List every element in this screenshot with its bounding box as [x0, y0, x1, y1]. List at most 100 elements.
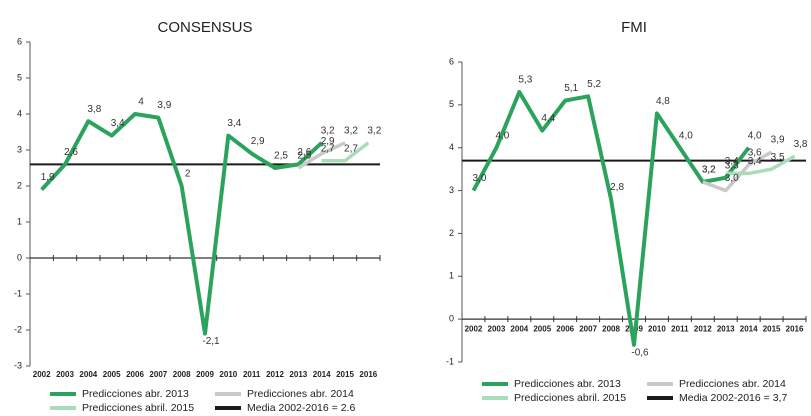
x-tick-label: 2008: [602, 324, 620, 333]
value-label: 2: [185, 169, 191, 180]
x-tick-label: 2015: [763, 324, 781, 333]
x-tick-label: 2006: [126, 370, 144, 379]
x-tick-label: 2009: [196, 370, 214, 379]
y-tick-label: 0: [449, 314, 454, 324]
value-label: 3,5: [771, 152, 785, 163]
value-label: 3,0: [725, 173, 739, 184]
value-label: 1,9: [41, 172, 55, 183]
x-tick-label: 2010: [648, 324, 666, 333]
x-tick-label: 2011: [243, 370, 261, 379]
y-tick-label: -3: [14, 360, 22, 370]
y-tick-label: 1: [449, 271, 454, 281]
value-label: 4,8: [656, 96, 670, 107]
y-tick-label: 2: [17, 180, 22, 190]
value-label: 2,8: [610, 182, 624, 193]
x-tick-label: 2011: [671, 324, 689, 333]
series-line: [702, 150, 773, 193]
value-label: 3,2: [702, 165, 716, 176]
x-tick-label: 2012: [266, 370, 284, 379]
legend-label: Media 2002-2016 = 2.6: [247, 402, 355, 411]
y-tick-label: 3: [17, 144, 22, 154]
y-tick-label: 6: [17, 36, 22, 46]
x-tick-label: 2015: [336, 370, 354, 379]
legend-label: Predicciones abr. 2014: [679, 378, 786, 390]
value-label: 3,2: [321, 125, 335, 136]
value-label: 2,5: [274, 151, 288, 162]
value-label: 2,6: [64, 147, 78, 158]
value-label: 3,4: [748, 156, 762, 167]
x-tick-label: 2002: [465, 324, 483, 333]
x-tick-label: 2004: [79, 370, 97, 379]
value-label: 2,5: [297, 151, 311, 162]
y-tick-label: 4: [17, 108, 22, 118]
series-line: [471, 90, 751, 347]
y-tick-label: 6: [449, 56, 454, 66]
value-label: 4: [138, 97, 144, 108]
y-tick-label: 0: [17, 252, 22, 262]
y-tick-label: -1: [14, 288, 22, 298]
y-tick-label: 5: [449, 99, 454, 109]
legend-label: Predicciones abr. 2013: [82, 388, 189, 400]
value-label: -0,6: [631, 347, 649, 358]
value-label: 4,0: [748, 130, 762, 141]
y-tick-label: -2: [14, 324, 22, 334]
legend-label: Predicciones abr. 2013: [514, 378, 621, 390]
x-tick-label: 2002: [33, 370, 51, 379]
y-tick-label: 4: [449, 142, 454, 152]
legend-label: Media 2002-2016 = 3,7: [679, 392, 787, 404]
value-label: 3,4: [725, 156, 739, 167]
value-label: 3,6: [748, 147, 762, 158]
value-label: 3,0: [473, 173, 487, 184]
series-line: [297, 141, 346, 170]
value-label: 5,2: [587, 79, 601, 90]
y-tick-label: 2: [449, 228, 454, 238]
x-tick-label: 2016: [786, 324, 804, 333]
x-tick-label: 2008: [173, 370, 191, 379]
y-tick-label: 5: [17, 72, 22, 82]
x-tick-label: 2014: [740, 324, 758, 333]
chart-title: FMI: [621, 19, 647, 36]
x-tick-label: 2006: [556, 324, 574, 333]
x-tick-label: 2010: [219, 370, 237, 379]
y-tick-label: -1: [446, 356, 454, 366]
value-label: 5,1: [564, 83, 578, 94]
value-label: 3,8: [794, 139, 808, 150]
value-label: 2,6: [297, 147, 311, 158]
value-label: 3,9: [157, 100, 171, 111]
value-label: 3,4: [111, 118, 125, 129]
value-label: 2,7: [321, 143, 335, 154]
y-tick-label: 3: [449, 185, 454, 195]
legend-label: Predicciones abril. 2015: [82, 402, 194, 411]
value-label: 3,9: [771, 135, 785, 146]
series-line: [725, 154, 796, 176]
value-label: 2,9: [251, 136, 265, 147]
x-tick-label: 2013: [289, 370, 307, 379]
value-label: -2,1: [202, 336, 220, 347]
value-label: 2,9: [321, 136, 335, 147]
value-label: 2,7: [344, 143, 358, 154]
value-label: 4,4: [541, 113, 555, 124]
x-tick-label: 2003: [488, 324, 506, 333]
x-tick-label: 2007: [579, 324, 597, 333]
value-label: 3,8: [87, 104, 101, 115]
x-tick-label: 2004: [510, 324, 528, 333]
x-tick-label: 2005: [103, 370, 121, 379]
x-tick-label: 2016: [359, 370, 377, 379]
x-tick-label: 2014: [313, 370, 331, 379]
value-label: 4,0: [495, 130, 509, 141]
x-tick-label: 2013: [717, 324, 735, 333]
chart-title: CONSENSUS: [157, 19, 252, 36]
value-label: 3,3: [725, 160, 739, 171]
x-tick-label: 2007: [149, 370, 167, 379]
y-tick-label: 1: [17, 216, 22, 226]
value-label: 3,2: [367, 125, 381, 136]
value-label: 3,2: [344, 125, 358, 136]
value-label: 3,2: [702, 165, 716, 176]
value-label: 3,4: [227, 118, 241, 129]
series-line: [40, 112, 324, 336]
legend-label: Predicciones abr. 2014: [247, 388, 354, 400]
x-tick-label: 2003: [56, 370, 74, 379]
x-tick-label: 2005: [533, 324, 551, 333]
legend-label: Predicciones abril. 2015: [514, 392, 626, 404]
